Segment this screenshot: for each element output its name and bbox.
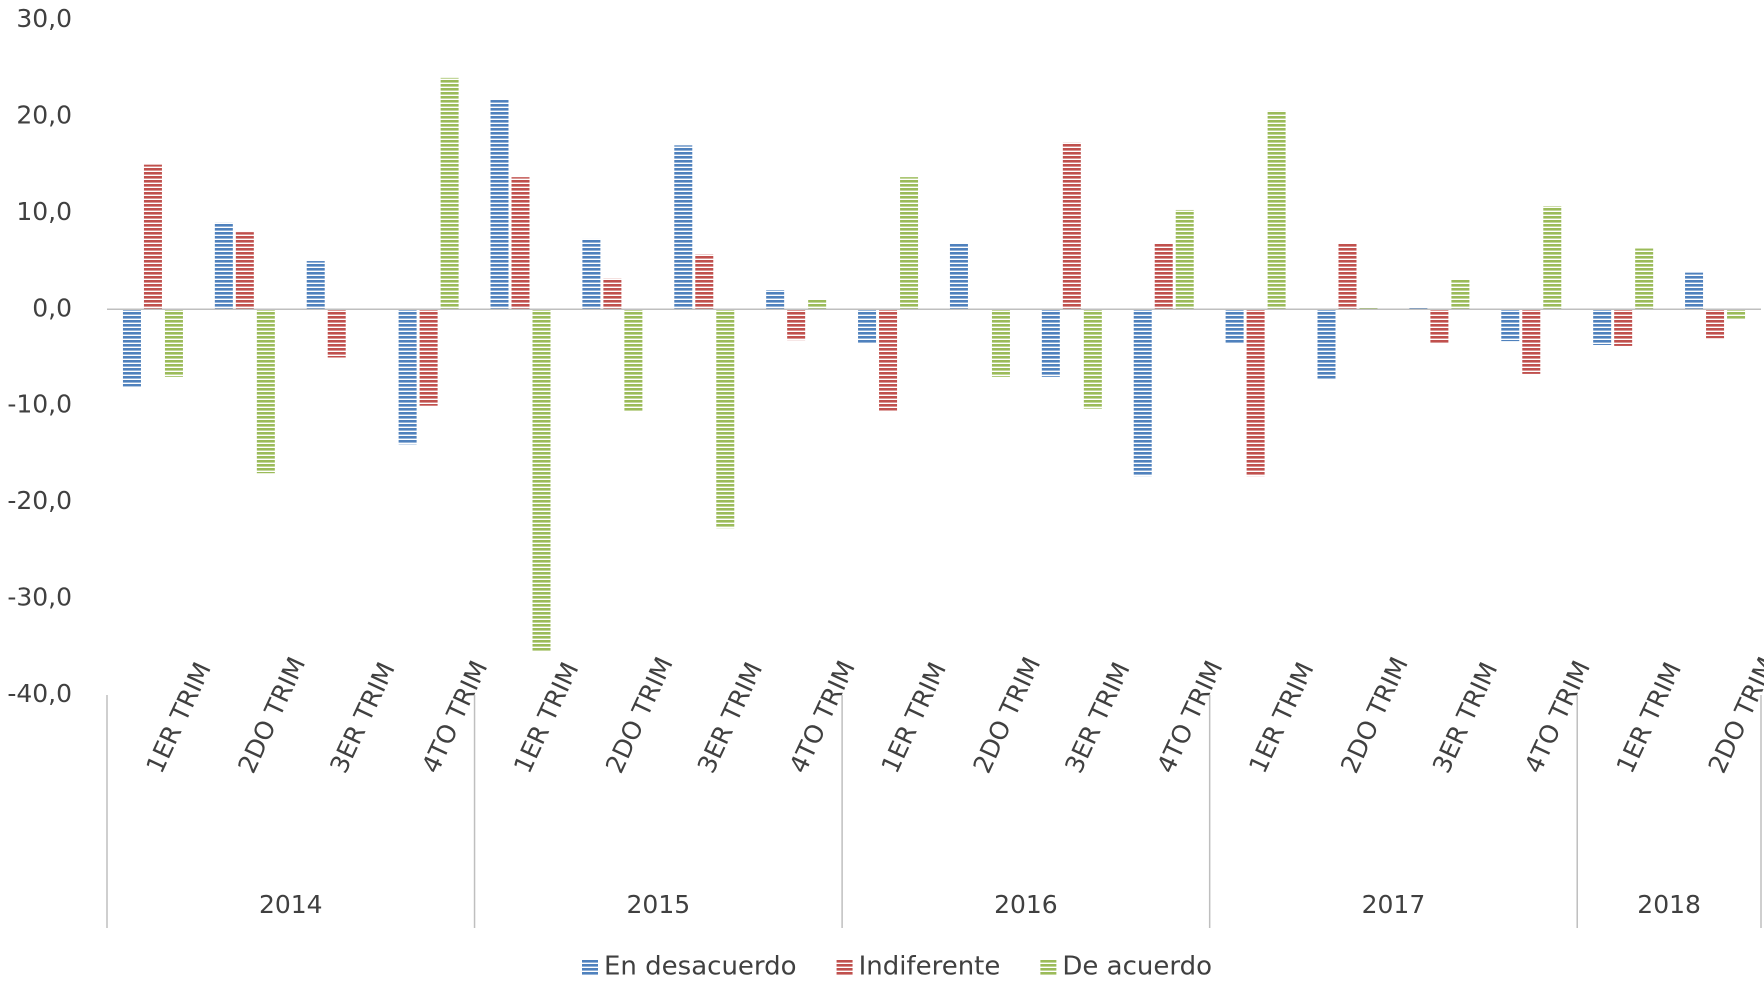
bar [419, 309, 438, 406]
bar [787, 309, 806, 341]
bar [1041, 309, 1060, 377]
x-tick-label: 1ER TRIM [1611, 658, 1687, 778]
x-tick-label: 2DO TRIM [1335, 653, 1414, 778]
x-tick-label: 1ER TRIM [876, 658, 952, 778]
bar [879, 309, 898, 411]
bar [766, 290, 785, 310]
bar [1338, 243, 1357, 310]
legend-label: En desacuerdo [604, 952, 797, 982]
bar [808, 299, 827, 310]
x-tick-label: 2DO TRIM [232, 653, 311, 778]
group-label: 2014 [259, 890, 323, 919]
bar [695, 254, 714, 310]
x-tick-label: 1ER TRIM [1243, 658, 1319, 778]
x-tick-label: 2DO TRIM [967, 653, 1046, 778]
y-tick-label: -10,0 [7, 390, 72, 419]
bar [490, 100, 509, 310]
group-label: 2017 [1362, 890, 1426, 919]
bar [1062, 142, 1081, 310]
x-tick-label: 4TO TRIM [416, 656, 493, 777]
bar [1593, 309, 1612, 345]
bar [511, 177, 530, 310]
bar [1430, 309, 1449, 344]
bar [1727, 309, 1746, 319]
bar [1614, 309, 1633, 346]
bar [1501, 309, 1520, 342]
x-tick-label: 1ER TRIM [508, 658, 584, 778]
bar [674, 145, 693, 310]
bar [1154, 243, 1173, 310]
legend-swatch [582, 959, 598, 975]
legend-label: Indiferente [859, 952, 1001, 982]
bar [1522, 309, 1541, 374]
bar [1083, 309, 1102, 409]
y-tick-label: -40,0 [7, 679, 72, 708]
x-tick-label: 2DO TRIM [1703, 653, 1764, 778]
bar [1175, 209, 1194, 310]
y-tick-label: -20,0 [7, 486, 72, 515]
bar [398, 309, 417, 445]
y-tick-label: 30,0 [16, 4, 72, 33]
bar [1685, 272, 1704, 310]
bar [900, 177, 919, 310]
bar [1359, 307, 1378, 310]
x-tick-label: 3ER TRIM [324, 658, 400, 778]
bar [327, 309, 346, 358]
bar [235, 232, 254, 310]
bar [164, 309, 183, 377]
legend-swatch [1040, 959, 1057, 975]
bar [1317, 309, 1336, 379]
bar [1635, 248, 1654, 310]
legend-swatch [836, 959, 853, 975]
bar [858, 309, 877, 344]
bar [1409, 307, 1428, 310]
bar [1246, 309, 1265, 477]
y-tick-label: 0,0 [32, 293, 72, 322]
bar [440, 77, 459, 310]
x-tick-label: 3ER TRIM [1427, 658, 1503, 778]
x-tick-label: 4TO TRIM [1151, 656, 1228, 777]
bar [1706, 309, 1725, 339]
bar [306, 261, 325, 310]
bar [949, 243, 968, 310]
legend-label: De acuerdo [1062, 952, 1212, 982]
y-tick-label: -30,0 [7, 583, 72, 612]
y-tick-label: 10,0 [16, 197, 72, 226]
x-tick-label: 4TO TRIM [1519, 656, 1596, 777]
group-label: 2016 [994, 890, 1058, 919]
bar [716, 309, 735, 529]
bar [603, 278, 622, 310]
bar [532, 309, 551, 652]
bar [1451, 279, 1470, 310]
bar [582, 238, 601, 310]
y-tick-label: 20,0 [16, 100, 72, 129]
bar [256, 309, 275, 474]
bar [143, 164, 162, 310]
x-tick-label: 3ER TRIM [1059, 658, 1135, 778]
bar [122, 309, 141, 387]
bar [624, 309, 643, 412]
bar [1267, 110, 1286, 310]
x-tick-label: 1ER TRIM [140, 658, 216, 778]
group-label: 2018 [1637, 890, 1701, 919]
x-tick-label: 2DO TRIM [600, 653, 679, 778]
bar [214, 222, 233, 310]
bar [991, 309, 1010, 377]
bar [1133, 309, 1152, 477]
x-tick-label: 3ER TRIM [692, 658, 768, 778]
bar [1225, 309, 1244, 344]
bar [1543, 206, 1562, 310]
group-label: 2015 [627, 890, 691, 919]
x-tick-label: 4TO TRIM [784, 656, 861, 777]
